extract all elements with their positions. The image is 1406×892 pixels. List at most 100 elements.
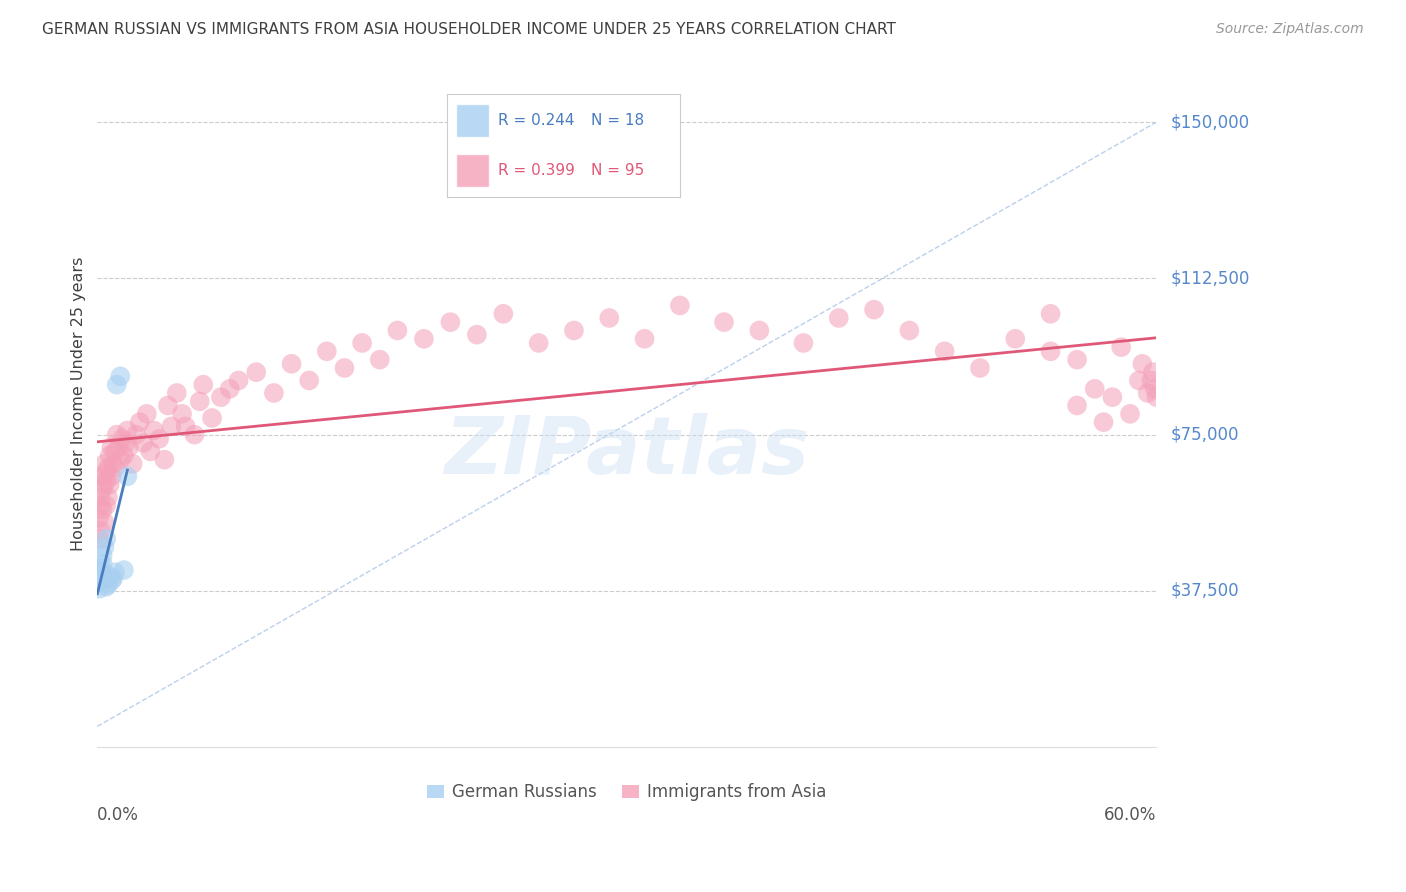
Point xyxy=(153,452,176,467)
Point xyxy=(1136,386,1159,401)
Point xyxy=(97,577,120,591)
Point xyxy=(633,332,655,346)
Point xyxy=(125,427,148,442)
Point xyxy=(1084,382,1107,396)
Point xyxy=(90,561,112,575)
Point xyxy=(93,515,115,529)
Point xyxy=(117,469,139,483)
Text: $75,000: $75,000 xyxy=(1171,425,1239,443)
Point xyxy=(748,323,770,337)
Point xyxy=(1092,415,1115,429)
Point xyxy=(174,419,197,434)
Point xyxy=(562,323,585,337)
Text: ZIPatlas: ZIPatlas xyxy=(444,412,810,491)
Point xyxy=(90,524,112,538)
Point xyxy=(135,407,157,421)
Point xyxy=(96,474,118,488)
Point xyxy=(100,574,122,588)
Point xyxy=(87,574,110,588)
Point xyxy=(114,436,136,450)
Point xyxy=(139,444,162,458)
Point xyxy=(91,469,114,483)
Point xyxy=(1146,390,1168,404)
Text: $112,500: $112,500 xyxy=(1171,269,1250,287)
Point xyxy=(598,310,620,325)
Point xyxy=(368,352,391,367)
Point xyxy=(90,565,112,579)
Point xyxy=(1128,374,1150,388)
Point xyxy=(91,482,114,496)
Point xyxy=(1109,340,1132,354)
Point xyxy=(91,557,114,571)
Point xyxy=(103,571,125,585)
Point xyxy=(87,582,110,596)
Point xyxy=(218,382,240,396)
Point xyxy=(91,549,114,563)
Point xyxy=(156,399,179,413)
Point xyxy=(148,432,170,446)
Point xyxy=(969,361,991,376)
Legend: German Russians, Immigrants from Asia: German Russians, Immigrants from Asia xyxy=(420,776,834,807)
Point xyxy=(87,511,110,525)
Point xyxy=(97,490,120,504)
Point xyxy=(863,302,886,317)
Point xyxy=(87,532,110,546)
Point xyxy=(96,532,118,546)
Point xyxy=(1004,332,1026,346)
Point xyxy=(1119,407,1142,421)
Point xyxy=(118,440,141,454)
Point xyxy=(1066,399,1088,413)
Point xyxy=(280,357,302,371)
Point xyxy=(1130,357,1153,371)
Point xyxy=(1140,374,1163,388)
Point xyxy=(111,432,134,446)
Point xyxy=(792,336,814,351)
Point xyxy=(96,499,118,513)
Text: 0.0%: 0.0% xyxy=(97,805,139,823)
Point xyxy=(439,315,461,329)
Point xyxy=(98,449,121,463)
Point xyxy=(160,419,183,434)
Point xyxy=(90,490,112,504)
Point xyxy=(828,310,851,325)
Point xyxy=(93,540,115,554)
Point xyxy=(465,327,488,342)
Point xyxy=(898,323,921,337)
Point xyxy=(1039,344,1062,359)
Point xyxy=(183,427,205,442)
Point xyxy=(1101,390,1123,404)
Point xyxy=(97,461,120,475)
Point xyxy=(98,569,121,583)
Point xyxy=(93,457,115,471)
Point xyxy=(1066,352,1088,367)
Point xyxy=(104,565,127,579)
Point xyxy=(713,315,735,329)
Point xyxy=(132,436,155,450)
Point xyxy=(166,386,188,401)
Point xyxy=(98,477,121,491)
Point xyxy=(188,394,211,409)
Point xyxy=(228,374,250,388)
Point xyxy=(117,424,139,438)
Point xyxy=(298,374,321,388)
Point xyxy=(1143,382,1166,396)
Point xyxy=(105,377,128,392)
Point xyxy=(934,344,956,359)
Point xyxy=(209,390,232,404)
Point xyxy=(107,440,129,454)
Point xyxy=(103,457,125,471)
Point xyxy=(413,332,436,346)
Text: GERMAN RUSSIAN VS IMMIGRANTS FROM ASIA HOUSEHOLDER INCOME UNDER 25 YEARS CORRELA: GERMAN RUSSIAN VS IMMIGRANTS FROM ASIA H… xyxy=(42,22,896,37)
Point xyxy=(112,563,135,577)
Text: $37,500: $37,500 xyxy=(1171,582,1239,600)
Point xyxy=(110,452,132,467)
Point xyxy=(1039,307,1062,321)
Text: Source: ZipAtlas.com: Source: ZipAtlas.com xyxy=(1216,22,1364,37)
Point xyxy=(100,469,122,483)
Point xyxy=(128,415,150,429)
Point xyxy=(105,427,128,442)
Point xyxy=(669,298,692,312)
Point xyxy=(492,307,515,321)
Y-axis label: Householder Income Under 25 years: Householder Income Under 25 years xyxy=(72,256,86,550)
Point xyxy=(93,477,115,491)
